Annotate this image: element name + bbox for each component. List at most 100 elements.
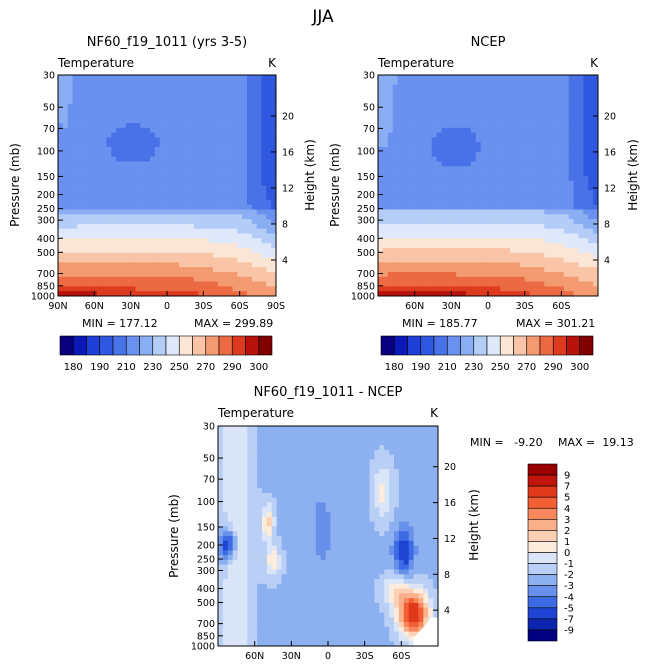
contour-cell xyxy=(485,103,492,110)
contour-cell xyxy=(524,233,531,239)
contour-cell xyxy=(466,89,472,95)
contour-cell xyxy=(510,132,516,139)
contour-cell xyxy=(135,195,141,201)
contour-cell xyxy=(208,103,214,110)
contour-cell xyxy=(408,454,415,461)
contour-cell xyxy=(514,99,521,105)
contour-cell xyxy=(106,233,112,239)
contour-cell xyxy=(378,94,384,100)
contour-cell xyxy=(145,233,151,239)
contour-cell xyxy=(573,190,580,196)
contour-cell xyxy=(524,291,531,296)
contour-cell xyxy=(193,171,200,177)
contour-cell xyxy=(296,449,302,456)
contour-cell xyxy=(261,204,267,211)
contour-cell xyxy=(480,209,487,215)
contour-cell xyxy=(198,223,204,230)
contour-cell xyxy=(91,84,98,91)
contour-cell xyxy=(529,113,536,119)
contour-cell xyxy=(350,473,356,480)
contour-cell xyxy=(154,156,161,163)
contour-cell xyxy=(164,262,171,268)
contour-cell xyxy=(378,271,384,278)
contour-cell xyxy=(510,291,516,296)
contour-cell xyxy=(456,238,462,244)
contour-cell xyxy=(208,243,214,249)
contour-cell xyxy=(125,195,132,201)
contour-cell xyxy=(188,286,195,292)
contour-cell xyxy=(583,89,589,95)
contour-cell xyxy=(394,454,400,461)
contour-cell xyxy=(431,257,438,263)
contour-cell xyxy=(446,209,452,215)
contour-cell xyxy=(413,449,420,456)
contour-cell xyxy=(588,113,594,119)
contour-cell xyxy=(145,175,151,182)
contour-cell xyxy=(583,151,589,158)
contour-cell xyxy=(208,214,214,220)
contour-cell xyxy=(150,118,156,124)
contour-cell xyxy=(387,199,394,206)
contour-cell xyxy=(387,79,394,86)
contour-cell xyxy=(446,185,452,191)
contour-cell xyxy=(325,445,332,451)
contour-cell xyxy=(407,156,413,163)
contour-cell xyxy=(470,267,477,273)
contour-cell xyxy=(519,185,526,191)
contour-cell xyxy=(456,262,462,268)
contour-cell xyxy=(568,204,575,211)
contour-cell xyxy=(433,459,438,465)
contour-cell xyxy=(251,271,258,278)
contour-cell xyxy=(379,492,385,499)
contour-cell xyxy=(461,132,467,139)
contour-cell xyxy=(402,142,408,148)
contour-cell xyxy=(276,454,283,461)
contour-cell xyxy=(120,84,127,91)
contour-cell xyxy=(436,94,443,100)
contour-cell xyxy=(154,238,161,244)
contour-cell xyxy=(169,161,175,167)
contour-cell xyxy=(237,228,243,235)
contour-cell xyxy=(456,252,462,259)
contour-cell xyxy=(446,132,452,139)
contour-cell xyxy=(568,127,575,134)
contour-cell xyxy=(72,267,78,273)
contour-cell xyxy=(350,478,356,484)
contour-cell xyxy=(485,108,492,115)
contour-cell xyxy=(340,469,346,475)
contour-cell xyxy=(227,243,233,249)
contour-cell xyxy=(398,454,405,461)
contour-cell xyxy=(140,79,146,86)
contour-cell xyxy=(217,262,224,268)
contour-cell xyxy=(188,209,195,215)
contour-cell xyxy=(573,252,580,259)
contour-cell xyxy=(510,257,516,263)
contour-cell xyxy=(426,267,433,273)
contour-cell xyxy=(266,464,273,470)
contour-cell xyxy=(573,175,580,182)
contour-cell xyxy=(554,171,560,177)
panel-diff-variable-label: Temperature xyxy=(217,406,294,420)
contour-cell xyxy=(470,286,477,292)
contour-cell xyxy=(208,118,214,124)
contour-cell xyxy=(436,214,443,220)
contour-cell xyxy=(310,435,317,441)
contour-cell xyxy=(232,175,238,182)
contour-cell xyxy=(441,127,448,134)
contour-cell xyxy=(490,257,496,263)
contour-cell xyxy=(588,147,594,153)
contour-cell xyxy=(169,190,175,196)
contour-cell xyxy=(125,252,132,259)
contour-cell xyxy=(330,464,336,470)
contour-cell xyxy=(130,137,137,143)
contour-cell xyxy=(461,257,467,263)
contour-cell xyxy=(310,464,317,470)
contour-cell xyxy=(193,281,200,287)
contour-cell xyxy=(116,132,122,139)
contour-cell xyxy=(154,103,161,110)
contour-cell xyxy=(387,156,394,163)
contour-cell xyxy=(222,492,229,499)
contour-cell xyxy=(67,123,74,129)
contour-cell xyxy=(242,454,248,461)
contour-cell xyxy=(271,449,278,456)
